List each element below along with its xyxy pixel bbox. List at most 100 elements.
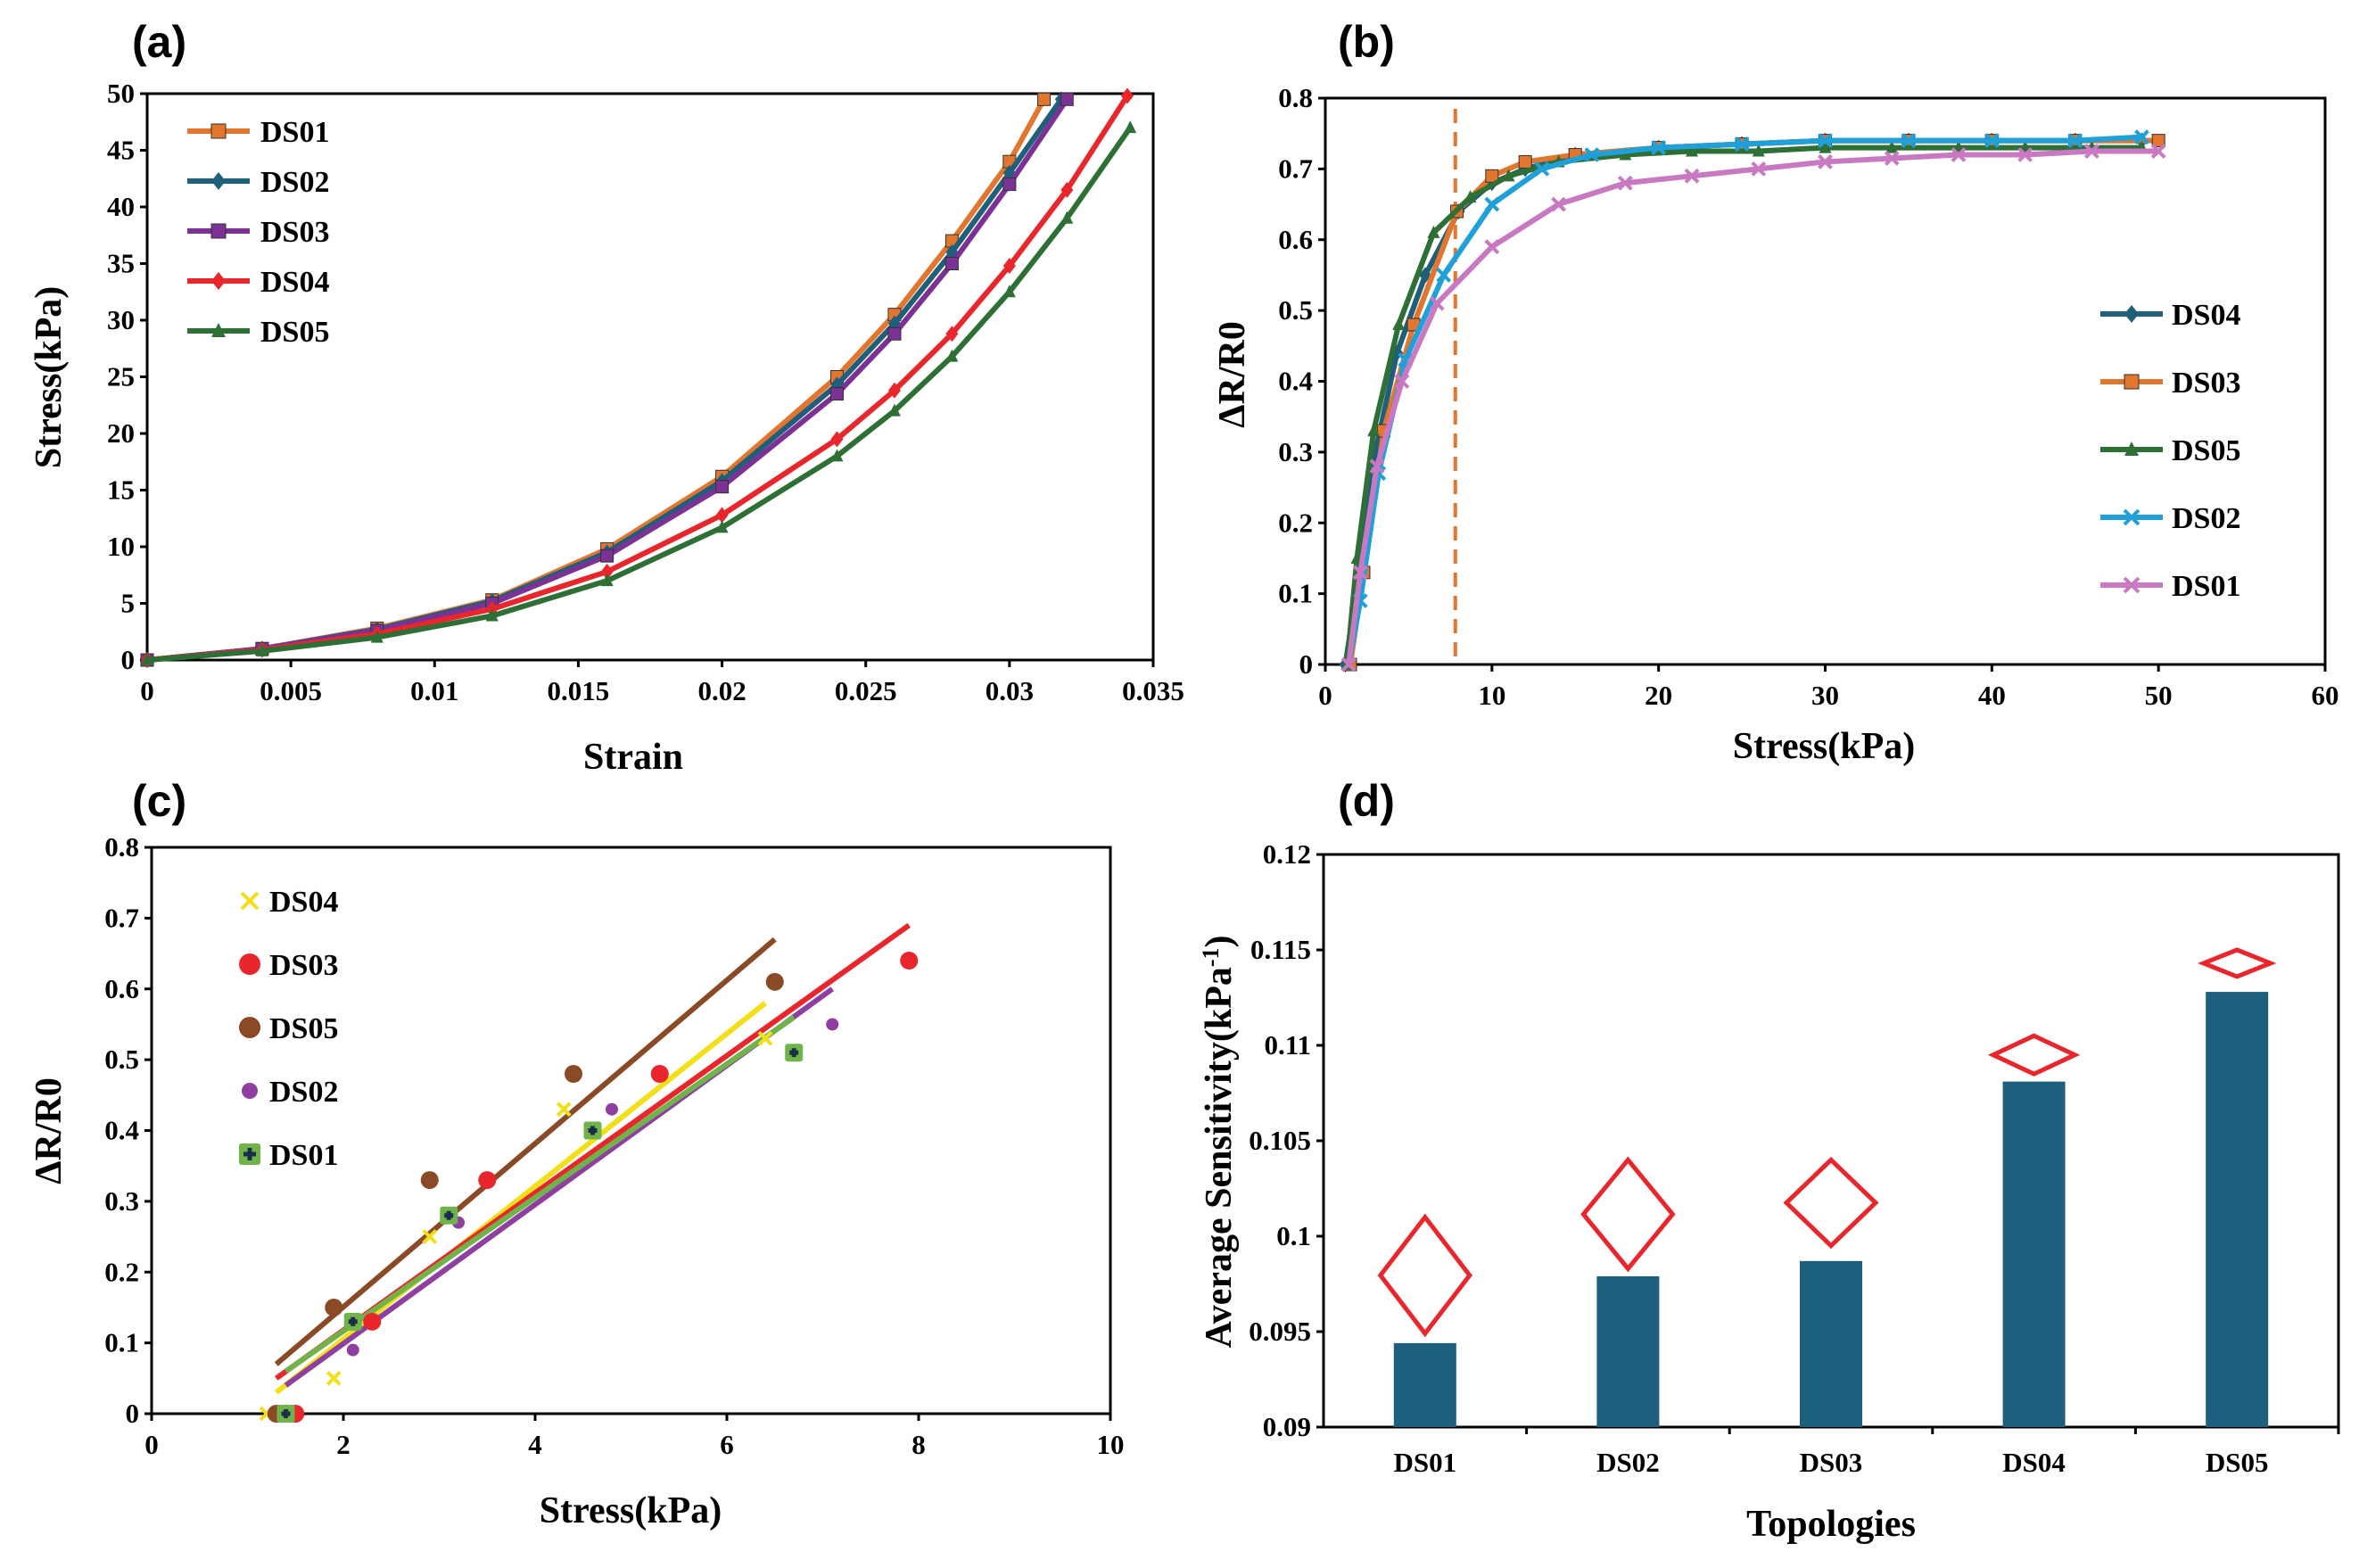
legend-marker-ds04 <box>240 891 260 911</box>
data-point-ds05 <box>1060 210 1074 224</box>
data-point-ds01 <box>1818 154 1833 169</box>
data-point-ds01 <box>1352 565 1368 581</box>
error-diamond-ds05 <box>2197 947 2277 979</box>
x-tick-label: 50 <box>2145 680 2173 711</box>
x-tick-label: 10 <box>1478 680 1505 711</box>
data-point-ds05 <box>370 630 384 643</box>
legend-label-ds02: DS02 <box>269 1076 338 1109</box>
legend-marker-ds05 <box>239 1017 260 1038</box>
data-point-ds01 <box>1037 92 1052 106</box>
panel-b-series <box>1339 129 2166 673</box>
legend-marker-ds05 <box>211 323 226 337</box>
data-point-ds03 <box>715 480 730 494</box>
data-point-ds03 <box>900 952 919 970</box>
data-point-ds01 <box>1951 147 1967 162</box>
panel-d-y-axis-label-suffix: ) <box>1199 936 1240 948</box>
y-tick-label: 30 <box>107 304 135 335</box>
x-tick-label: DS01 <box>1393 1447 1456 1478</box>
data-point-ds05 <box>765 972 784 991</box>
panel-c-legend: DS04 DS03 DS05 DS02 DS01 <box>239 886 338 1172</box>
x-tick-label: 0 <box>144 1429 159 1460</box>
data-point-ds05 <box>887 403 901 417</box>
data-point-ds05 <box>1686 144 1699 157</box>
data-point-ds01 <box>440 1206 458 1225</box>
data-point-ds01 <box>1751 161 1767 177</box>
legend-marker-ds04 <box>211 272 226 290</box>
data-point-ds01 <box>1684 168 1700 184</box>
data-point-ds01 <box>2150 144 2166 159</box>
y-tick-label: 0.6 <box>104 973 139 1004</box>
data-point-ds05 <box>1752 144 1765 157</box>
data-point-ds04 <box>715 507 729 524</box>
data-point-ds05 <box>325 1298 343 1316</box>
error-diamond-ds03 <box>1783 1156 1879 1250</box>
fit-line-ds04 <box>274 1001 767 1395</box>
panel-a-y-axis-label: Stress(kPa) <box>29 286 70 469</box>
panel-d-label: (d) <box>1338 776 1395 826</box>
data-point-ds05 <box>600 574 614 587</box>
y-tick-label: 0 <box>1299 648 1314 680</box>
panel-d-bars <box>1393 992 2269 1427</box>
y-tick-label: 0.095 <box>1249 1316 1311 1347</box>
x-tick-label: 0.025 <box>835 675 897 706</box>
panel-d-x-ticks: DS01 DS02 DS03 DS04 DS05 <box>1393 1427 2340 1478</box>
data-point-ds02 <box>1534 161 1550 177</box>
data-point-ds01 <box>1484 239 1500 255</box>
data-point-ds01 <box>2084 144 2099 159</box>
bar-ds03 <box>1800 1260 1862 1427</box>
panel-d-y-ticks: 0.09 0.095 0.1 0.105 0.11 0.115 0.12 <box>1249 838 1324 1442</box>
data-point-ds01 <box>2017 147 2033 162</box>
y-tick-label: 15 <box>107 475 135 506</box>
data-point-ds01 <box>1394 374 1410 389</box>
x-tick-label: 0.02 <box>697 675 746 706</box>
data-point-ds05 <box>1427 225 1440 238</box>
legend-label-ds01: DS01 <box>2172 570 2240 603</box>
y-tick-label: 0.6 <box>1278 224 1313 255</box>
series-line-ds04 <box>1342 137 2142 665</box>
data-point-ds05 <box>255 643 268 656</box>
panel-c-y-ticks: 0 0.1 0.2 0.3 0.4 0.5 0.6 0.7 0.8 <box>104 831 152 1429</box>
error-diamond-ds04 <box>1987 1033 2081 1077</box>
y-tick-label: 0 <box>121 644 136 675</box>
y-tick-label: 0.4 <box>104 1115 139 1146</box>
y-tick-label: 0.8 <box>1278 82 1313 113</box>
data-point-ds04 <box>1120 87 1134 104</box>
data-point-ds04 <box>1002 258 1016 275</box>
y-tick-label: 45 <box>107 135 135 166</box>
y-tick-label: 20 <box>107 417 135 449</box>
data-point-ds02 <box>2134 129 2149 145</box>
data-point-ds01 <box>1551 196 1566 212</box>
legend-marker-ds03 <box>239 953 260 975</box>
data-point-ds04 <box>556 1102 572 1118</box>
x-tick-label: 60 <box>2312 680 2339 711</box>
data-point-ds05 <box>141 653 153 665</box>
panel-c-series <box>259 952 919 1423</box>
data-point-ds01 <box>1884 151 1900 166</box>
bar-ds05 <box>2206 992 2269 1427</box>
y-tick-label: 0.1 <box>104 1327 139 1358</box>
y-tick-label: 0 <box>126 1398 140 1429</box>
x-tick-label: 6 <box>720 1429 734 1460</box>
panel-b-y-ticks: 0 0.1 0.2 0.3 0.4 0.5 0.6 0.7 0.8 <box>1278 82 1325 680</box>
legend-label-ds04: DS04 <box>269 886 338 919</box>
legend-label-ds02: DS02 <box>2172 502 2240 535</box>
data-point-ds01 <box>583 1121 602 1140</box>
fit-line-ds01 <box>284 1015 796 1374</box>
legend-label-ds04: DS04 <box>260 266 329 299</box>
panel-d-error-markers <box>1377 947 2277 1338</box>
panel-c-x-ticks: 0 2 4 6 8 10 <box>144 1414 1125 1460</box>
data-point-ds05 <box>1885 140 1899 153</box>
data-point-ds01 <box>343 1312 362 1331</box>
x-tick-label: 0.01 <box>410 675 458 706</box>
data-point-ds03 <box>478 1171 497 1190</box>
data-point-ds03 <box>650 1065 669 1083</box>
panel-b-label: (b) <box>1338 17 1395 67</box>
data-point-ds03 <box>829 387 844 401</box>
data-point-ds04 <box>945 326 959 342</box>
series-line-ds05 <box>1344 144 2142 665</box>
x-tick-label: 10 <box>1097 1429 1125 1460</box>
y-tick-label: 0.09 <box>1263 1411 1311 1442</box>
error-diamond-ds02 <box>1580 1156 1676 1273</box>
data-point-ds05 <box>485 608 499 622</box>
